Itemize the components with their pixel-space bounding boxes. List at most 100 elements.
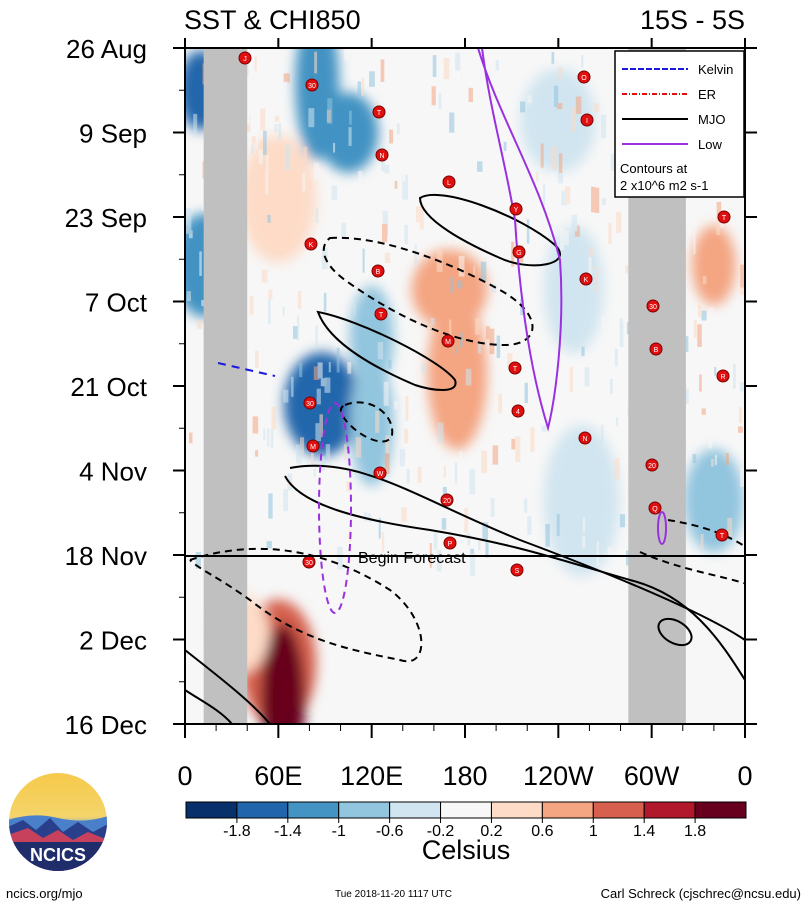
anomaly-streak: [477, 540, 481, 551]
anomaly-streak: [324, 377, 331, 393]
storm-marker: W: [373, 466, 387, 480]
anomaly-streak: [515, 436, 521, 462]
storm-label: T: [377, 110, 382, 117]
anomaly-streak: [275, 96, 279, 113]
anomaly-streak: [581, 54, 584, 68]
storm-marker: 30: [303, 396, 317, 410]
anomaly-streak: [561, 178, 565, 187]
anomaly-streak: [736, 260, 740, 279]
anomaly-streak: [727, 517, 733, 537]
legend-item-mjo: MJO: [622, 112, 725, 127]
anomaly-streak: [260, 108, 266, 131]
anomaly-streak: [407, 146, 410, 167]
anomaly-streak: [357, 171, 363, 182]
anomaly-streak: [283, 389, 289, 403]
anomaly-streak: [375, 401, 382, 408]
anomaly-streak: [371, 519, 377, 526]
anomaly-streak: [558, 172, 564, 184]
anomaly-streak: [740, 468, 745, 487]
storm-label: R: [720, 374, 725, 381]
storm-markers: JNGBMPITT4Q30LKRWSLKMNTTY303020OABT2030: [238, 51, 731, 577]
anomaly-streak: [270, 429, 274, 448]
anomaly-streak: [545, 524, 550, 547]
anomaly-streak: [569, 366, 574, 392]
anomaly-streak: [317, 362, 323, 379]
anomaly-streak: [406, 468, 410, 484]
anomaly-streak: [495, 60, 499, 71]
anomaly-streak: [394, 180, 398, 189]
anomaly-streak: [384, 252, 391, 264]
storm-label: 30: [305, 560, 313, 567]
colorbar-swatch: [389, 801, 442, 819]
anomaly-streak: [192, 426, 196, 448]
anomaly-streak: [438, 93, 442, 110]
colorbar-tick-label: -1.8: [223, 823, 251, 840]
x-tick-label: 180: [442, 761, 487, 791]
anomaly-blob: [543, 424, 620, 577]
storm-marker: O: [577, 70, 591, 84]
anomaly-streak: [300, 437, 305, 454]
storm-label: N: [379, 153, 384, 160]
anomaly-streak: [277, 48, 280, 63]
storm-marker: M: [441, 334, 455, 348]
anomaly-streak: [401, 507, 407, 522]
colorbar-tick-label: -1.4: [274, 823, 302, 840]
anomaly-blob: [261, 623, 305, 724]
anomaly-streak: [482, 522, 489, 542]
y-tick-label: 21 Oct: [70, 372, 147, 402]
anomaly-streak: [249, 296, 254, 315]
anomaly-streak: [347, 362, 352, 374]
colorbar-swatch: [694, 801, 747, 819]
anomaly-streak: [697, 324, 702, 347]
storm-label: G: [516, 250, 521, 257]
anomaly-streak: [263, 130, 267, 155]
anomaly-streak: [245, 111, 250, 125]
anomaly-streak: [385, 435, 390, 459]
anomaly-streak: [513, 383, 516, 390]
anomaly-streak: [571, 214, 578, 232]
y-tick-label: 9 Sep: [79, 119, 147, 149]
anomaly-streak: [700, 534, 704, 550]
storm-marker: B: [371, 264, 385, 278]
anomaly-streak: [601, 197, 606, 206]
anomaly-streak: [284, 144, 291, 171]
anomaly-field: [185, 48, 744, 724]
colorbar-label: Celsius: [422, 835, 511, 865]
storm-label: K: [584, 277, 589, 284]
anomaly-streak: [382, 210, 389, 230]
anomaly-streak: [377, 247, 381, 274]
anomaly-streak: [402, 163, 406, 181]
storm-marker: 30: [302, 555, 316, 569]
anomaly-streak: [581, 346, 585, 357]
anomaly-streak: [364, 512, 368, 522]
anomaly-streak: [375, 101, 379, 109]
anomaly-streak: [443, 465, 446, 478]
colorbar-tick-label: 0.6: [531, 823, 553, 840]
anomaly-streak: [378, 517, 381, 539]
storm-marker: T: [374, 307, 388, 321]
storm-marker: Q: [648, 501, 662, 515]
anomaly-streak: [540, 143, 544, 168]
anomaly-streak: [564, 519, 570, 526]
anomaly-streak: [201, 299, 206, 307]
anomaly-streak: [524, 382, 528, 404]
colorbar-tick-label: -1: [332, 823, 346, 840]
anomaly-streak: [353, 295, 356, 316]
anomaly-streak: [535, 172, 539, 182]
anomaly-streak: [490, 497, 495, 517]
storm-label: J: [243, 56, 247, 63]
anomaly-streak: [521, 62, 524, 74]
anomaly-streak: [481, 450, 488, 474]
x-tick-label: 0: [737, 761, 752, 791]
anomaly-blob: [283, 352, 360, 457]
x-tick-label: 120W: [523, 761, 594, 791]
anomaly-streak: [314, 51, 318, 74]
anomaly-streak: [740, 264, 745, 288]
anomaly-streak: [443, 58, 450, 80]
anomaly-streak: [618, 538, 623, 560]
storm-label: W: [377, 471, 384, 478]
anomaly-streak: [432, 55, 437, 77]
anomaly-streak: [336, 546, 343, 570]
anomaly-streak: [507, 353, 513, 368]
colorbar-tick-label: 1: [589, 823, 598, 840]
